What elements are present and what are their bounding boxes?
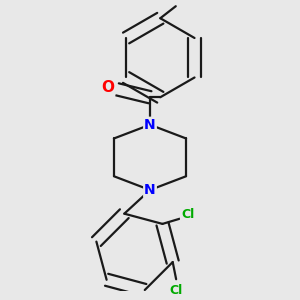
Text: Cl: Cl	[181, 208, 194, 221]
Text: Cl: Cl	[169, 284, 183, 297]
Text: N: N	[144, 118, 156, 132]
Text: N: N	[144, 183, 156, 197]
Text: O: O	[101, 80, 114, 95]
